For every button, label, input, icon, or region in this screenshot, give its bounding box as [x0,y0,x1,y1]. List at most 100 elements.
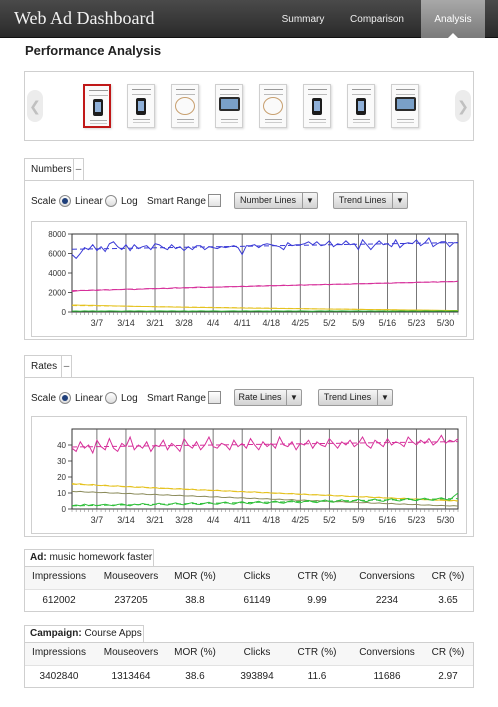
numbers-smart-range-label: Smart Range [147,196,206,207]
numbers-tab-label: Numbers [31,164,72,175]
top-bar: Web Ad Dashboard Summary Comparison Anal… [0,0,498,39]
thumbnail-caption [221,119,238,123]
rates-collapse-button[interactable]: – [61,356,71,377]
x-tick-label: 5/23 [408,318,426,328]
ad-stats-value-cell: 237205 [114,595,148,606]
y-tick-label: 10 [57,489,66,498]
series-trend-2 [71,305,459,312]
ad-thumbnail[interactable] [259,84,287,128]
x-tick-label: 4/4 [207,318,220,328]
rates-trend-lines-label: Trend Lines [323,392,372,402]
y-tick-label: 30 [57,457,66,466]
rates-log-radio[interactable] [105,392,117,404]
x-tick-label: 5/16 [379,515,397,525]
thumbnail-caption [397,119,414,123]
x-tick-label: 5/2 [323,318,336,328]
numbers-controls: Scale Linear Log Smart Range Number Line… [25,191,473,213]
tab-analysis[interactable]: Analysis [421,0,485,39]
x-tick-label: 4/25 [292,515,310,525]
thumbnail-caption [177,119,194,123]
thumbnail-text [89,90,108,96]
campaign-stats-value-cell: 11686 [373,671,401,682]
x-tick-label: 3/28 [175,318,193,328]
ad-thumbnail[interactable] [391,84,419,128]
rates-chart-svg: 3/7 3/14 3/21 3/28 4/4 4/11 4/18 4/25 5/2 5/9 5/16… [57,428,459,525]
tab-comparison[interactable]: Comparison [350,14,404,25]
series-line-2 [71,490,459,507]
thumbnail-text [132,89,151,95]
cable-image [175,97,195,115]
thumbnail-text [220,89,239,95]
numbers-panel: Scale Linear Log Smart Range Number Line… [24,180,474,340]
y-tick-label: 4000 [48,269,66,278]
chevron-down-icon: ▼ [377,390,392,405]
x-tick-label: 3/14 [117,318,135,328]
x-tick-label: 4/11 [234,515,251,525]
chevron-right-icon[interactable]: ❯ [455,90,471,122]
ad-stats-header [25,567,473,590]
tablet-image [395,97,416,111]
thumbnail-text [352,89,371,95]
campaign-stats-header [25,643,473,666]
rates-chart: 3/7 3/14 3/21 3/28 4/4 4/11 4/18 4/25 5/2 5/9 5/16… [31,416,467,534]
x-tick-label: 4/18 [262,318,280,328]
thumbnail-caption [90,120,107,124]
series-trend-0 [71,242,459,250]
thumbnail-caption [353,119,370,123]
thumbnail-text [264,89,283,95]
numbers-trend-lines-dropdown[interactable]: Trend Lines ▼ [333,192,408,209]
numbers-linear-radio[interactable] [59,195,71,207]
campaign-stats-table: Impressions 3402840 Mouseovers 1313464 MOR (… [24,642,474,688]
rates-panel: Scale Linear Log Smart Range Rate Lines … [24,377,474,537]
rates-smart-range-checkbox[interactable] [208,391,221,404]
ad-stats-table: Impressions 612002 Mouseovers 237205 MOR (%)… [24,566,474,612]
rates-scale-label: Scale [31,393,57,404]
numbers-chart: 3/7 3/14 3/21 3/28 4/4 4/11 4/18 4/25 5/2 5/9 5/16… [31,221,467,337]
cable-image [263,97,283,115]
rates-linear-radio[interactable] [59,392,71,404]
numbers-tab[interactable]: Numbers – [24,158,84,180]
x-tick-label: 4/11 [234,318,251,328]
tab-summary[interactable]: Summary [281,14,325,25]
numbers-smart-range-checkbox[interactable] [208,194,221,207]
ad-stats-tab: Ad: music homework faster [24,549,154,566]
ad-thumbnail[interactable] [215,84,243,128]
x-tick-label: 3/21 [146,318,164,328]
ad-stats-value-cell: 3.65 [438,595,458,606]
y-tick-label: 2000 [48,289,66,298]
numbers-log-label: Log [121,196,138,207]
thumbnail-text [176,89,195,95]
campaign-stats-header-cell: Mouseovers [103,647,159,658]
page-title: Performance Analysis [25,43,162,58]
thumbnail-text [396,89,415,95]
number-lines-dropdown[interactable]: Number Lines ▼ [234,192,318,209]
numbers-collapse-button[interactable]: – [73,159,83,180]
ad-thumbnail[interactable] [127,84,155,128]
rate-lines-dropdown[interactable]: Rate Lines ▼ [234,389,302,406]
ad-stats-value-cell: 38.8 [185,595,205,606]
ad-thumbnail[interactable] [303,84,331,128]
numbers-scale-label: Scale [31,196,57,207]
numbers-log-radio[interactable] [105,195,117,207]
chevron-down-icon: ▼ [392,193,407,208]
x-tick-label: 5/16 [379,318,397,328]
x-tick-label: 5/30 [437,515,455,525]
campaign-stats-value-cell: 1313464 [111,671,151,682]
series-trend-0 [71,441,459,448]
x-tick-label: 3/21 [146,515,164,525]
x-tick-label: 4/25 [292,318,310,328]
chevron-left-icon[interactable]: ❮ [27,90,43,122]
phone-image [312,98,322,115]
rates-tab-label: Rates [31,361,58,372]
rate-lines-dropdown-label: Rate Lines [238,392,282,402]
ad-thumbnail[interactable] [83,84,111,128]
y-tick-label: 0 [62,505,67,514]
ad-thumbnail[interactable] [171,84,199,128]
campaign-stats-value-cell: 11.6 [307,671,327,682]
x-tick-label: 4/18 [262,515,280,525]
campaign-stats-header-cell: CTR (%) [297,647,337,658]
rates-trend-lines-dropdown[interactable]: Trend Lines ▼ [318,389,393,406]
ad-thumbnail[interactable] [347,84,375,128]
x-tick-label: 5/2 [323,515,336,525]
rates-tab[interactable]: Rates – [24,355,72,377]
